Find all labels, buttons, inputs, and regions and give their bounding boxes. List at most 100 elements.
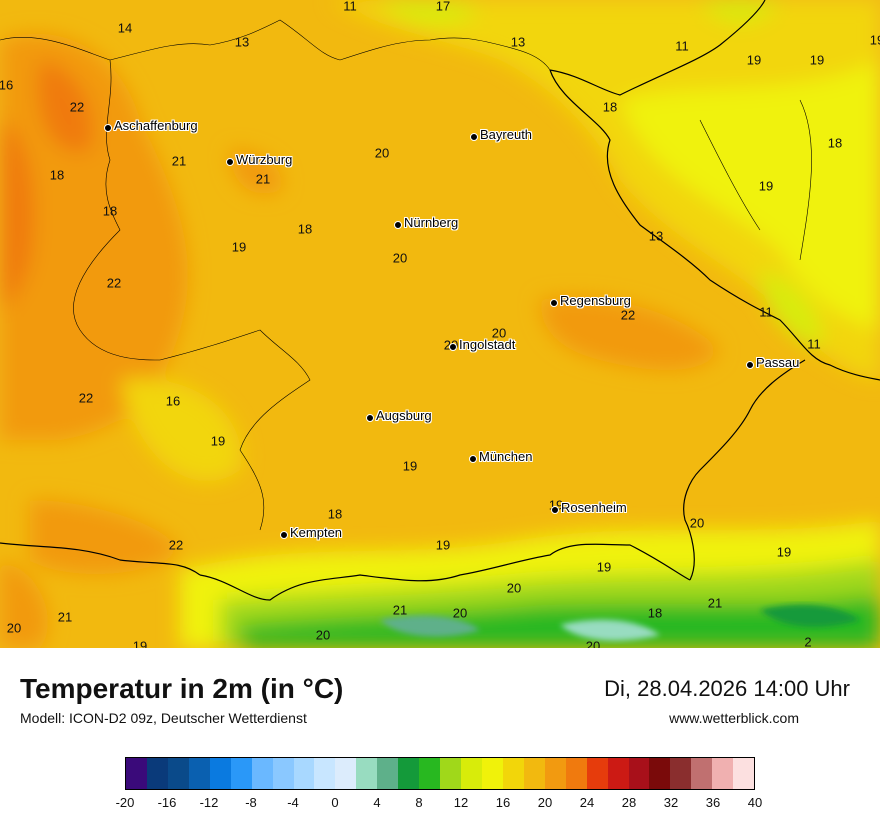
city-dot-icon [394,221,402,229]
color-scale-tick-label: 20 [537,795,553,810]
color-scale-legend: -20 -16 -12 -8 -4 0 4 8 12 16 20 24 28 32 36 40 [116,757,762,810]
temperature-value: 20 [689,515,705,531]
color-scale-swatch [272,758,294,789]
temperature-value: 19 [210,433,226,449]
city-dot-icon [104,124,112,132]
color-scale-bar [125,757,755,790]
color-scale-swatch [126,758,147,789]
color-scale-tick-label: 28 [621,795,637,810]
color-scale-tick-label: 32 [663,795,679,810]
temperature-value: 14 [117,20,133,36]
color-scale-swatch [607,758,629,789]
temperature-map: 14 11 17 13 13 11 19 19 19 16 22 18 20 21 21 18 18 18 19 13… [0,0,880,648]
temperature-value: 18 [297,221,313,237]
city-name: Augsburg [376,408,432,423]
city-dot-icon [551,506,559,514]
temperature-value: 21 [255,171,271,187]
color-scale-tick-label: -20 [115,795,135,810]
color-scale-swatch [377,758,399,789]
color-scale-swatch [335,758,357,789]
color-scale-swatch [733,758,755,789]
color-scale-swatch [293,758,315,789]
color-scale-tick-label: -8 [245,795,257,810]
temperature-value: 17 [435,0,451,14]
temperature-value: 11 [343,0,357,14]
color-scale-swatch [502,758,524,789]
map-title: Temperatur in 2m (in °C) [20,673,344,704]
temperature-field [0,0,880,648]
city-name: Regensburg [560,293,631,308]
city-name: Bayreuth [480,127,533,142]
city-dot-icon [280,531,288,539]
temperature-value: 19 [402,458,418,474]
forecast-datetime: Di, 28.04.2026 14:00 Uhr [604,676,850,701]
city-name: Würzburg [236,152,293,167]
color-scale-swatch [461,758,482,789]
color-scale-swatch [544,758,566,789]
color-scale-tick-label: 8 [415,795,423,810]
color-scale-swatch [230,758,252,789]
temperature-value: 11 [759,304,773,320]
model-info: Modell: ICON-D2 09z, Deutscher Wetterdie… [20,710,307,726]
color-scale-swatch [440,758,461,789]
temperature-value: 20 [491,325,507,341]
temperature-value: 19 [746,52,762,68]
city-dot-icon [469,455,477,463]
color-scale-tick-label: 24 [579,795,595,810]
city-name: München [479,449,533,464]
temperature-value: 19 [231,239,247,255]
color-scale-tick-label: 0 [331,795,339,810]
temperature-value: 19 [809,52,825,68]
city-dot-icon [366,414,374,422]
temperature-value: 18 [647,605,663,621]
temperature-value: 20 [452,605,468,621]
temperature-value: 22 [78,390,94,406]
color-scale-tick-label: -12 [199,795,219,810]
temperature-value: 20 [6,620,22,636]
city-dot-icon [746,361,754,369]
color-scale-swatch [649,758,671,789]
city-dot-icon [226,158,234,166]
color-scale-swatch [586,758,608,789]
color-scale-tick-label: 12 [453,795,469,810]
color-scale-swatch [712,758,734,789]
city-name: Nürnberg [404,215,459,230]
city-name: Rosenheim [561,500,627,515]
color-scale-tick-label: 40 [747,795,763,810]
website-link[interactable]: www.wetterblick.com [669,710,799,726]
temperature-value: 20 [374,145,390,161]
color-scale-swatch [356,758,378,789]
color-scale-swatch [167,758,189,789]
temperature-value: 19 [435,537,451,553]
color-scale-tick-label: 16 [495,795,511,810]
city-name: Ingolstadt [459,337,516,352]
color-scale-swatch [419,758,441,789]
color-scale-swatch [523,758,545,789]
temperature-value: 2 [804,634,812,649]
temperature-value: 18 [827,135,843,151]
temperature-value: 22 [620,307,636,323]
city-name: Kempten [290,525,343,540]
color-scale-swatch [146,758,168,789]
city-dot-icon [449,343,457,351]
temperature-value: 19 [869,32,880,48]
color-scale-tick-label: -4 [287,795,299,810]
temperature-value: 20 [392,250,408,266]
temperature-value: 18 [102,203,118,219]
temperature-value: 21 [57,609,73,625]
temperature-value: 13 [234,34,250,50]
temperature-value: 19 [758,178,774,194]
color-scale-swatch [251,758,273,789]
color-scale-swatch [398,758,420,789]
color-scale-swatch [481,758,503,789]
temperature-value: 16 [165,393,181,409]
city-name: Aschaffenburg [114,118,198,133]
temperature-value: 22 [69,99,85,115]
city-name: Passau [756,355,800,370]
temperature-value: 19 [596,559,612,575]
map-footer: Temperatur in 2m (in °C) Modell: ICON-D2… [0,648,880,830]
temperature-value: 21 [392,602,408,618]
color-scale-swatch [314,758,336,789]
color-scale-swatch [188,758,210,789]
temperature-value: 22 [168,537,184,553]
